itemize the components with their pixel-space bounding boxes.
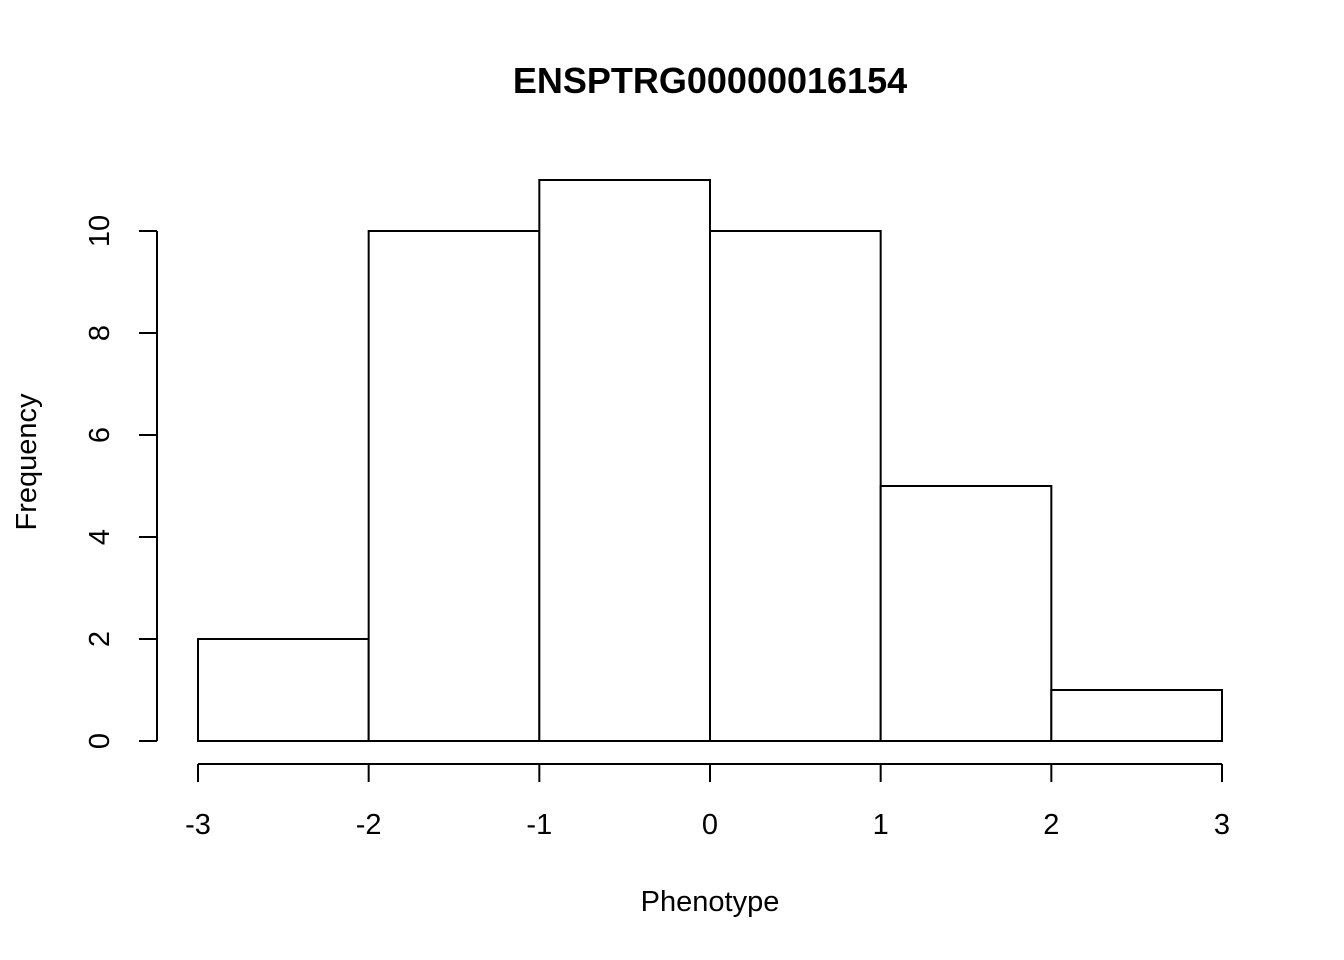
x-axis-label: Phenotype <box>641 886 780 918</box>
y-tick-label-8: 8 <box>84 325 116 341</box>
histogram-bar-3 <box>538 179 711 742</box>
histogram-bar-4 <box>709 230 882 742</box>
y-tick-label-10: 10 <box>84 215 116 247</box>
y-tick-label-0: 0 <box>84 733 116 749</box>
histogram-bar-6 <box>1050 689 1224 742</box>
y-axis: 0 2 4 6 8 10 <box>84 215 158 749</box>
y-axis-label: Frequency <box>11 393 43 531</box>
x-axis: -3 -2 -1 0 1 2 3 <box>185 763 1230 841</box>
x-tick-label-3: 3 <box>1214 809 1230 841</box>
histogram-bar-1 <box>197 638 370 742</box>
x-tick-label--3: -3 <box>185 809 211 841</box>
x-tick-label-2: 2 <box>1043 809 1059 841</box>
x-tick-label-1: 1 <box>873 809 889 841</box>
y-tick-label-2: 2 <box>84 631 116 647</box>
x-tick-label--1: -1 <box>526 809 552 841</box>
y-tick-label-6: 6 <box>84 427 116 443</box>
y-tick-label-4: 4 <box>84 529 116 545</box>
x-tick-label-0: 0 <box>702 809 718 841</box>
bars-group <box>197 179 1224 742</box>
chart-title: ENSPTRG00000016154 <box>513 60 907 101</box>
histogram-bar-5 <box>879 485 1053 742</box>
histogram-bar-2 <box>367 230 541 742</box>
x-tick-label--2: -2 <box>356 809 382 841</box>
